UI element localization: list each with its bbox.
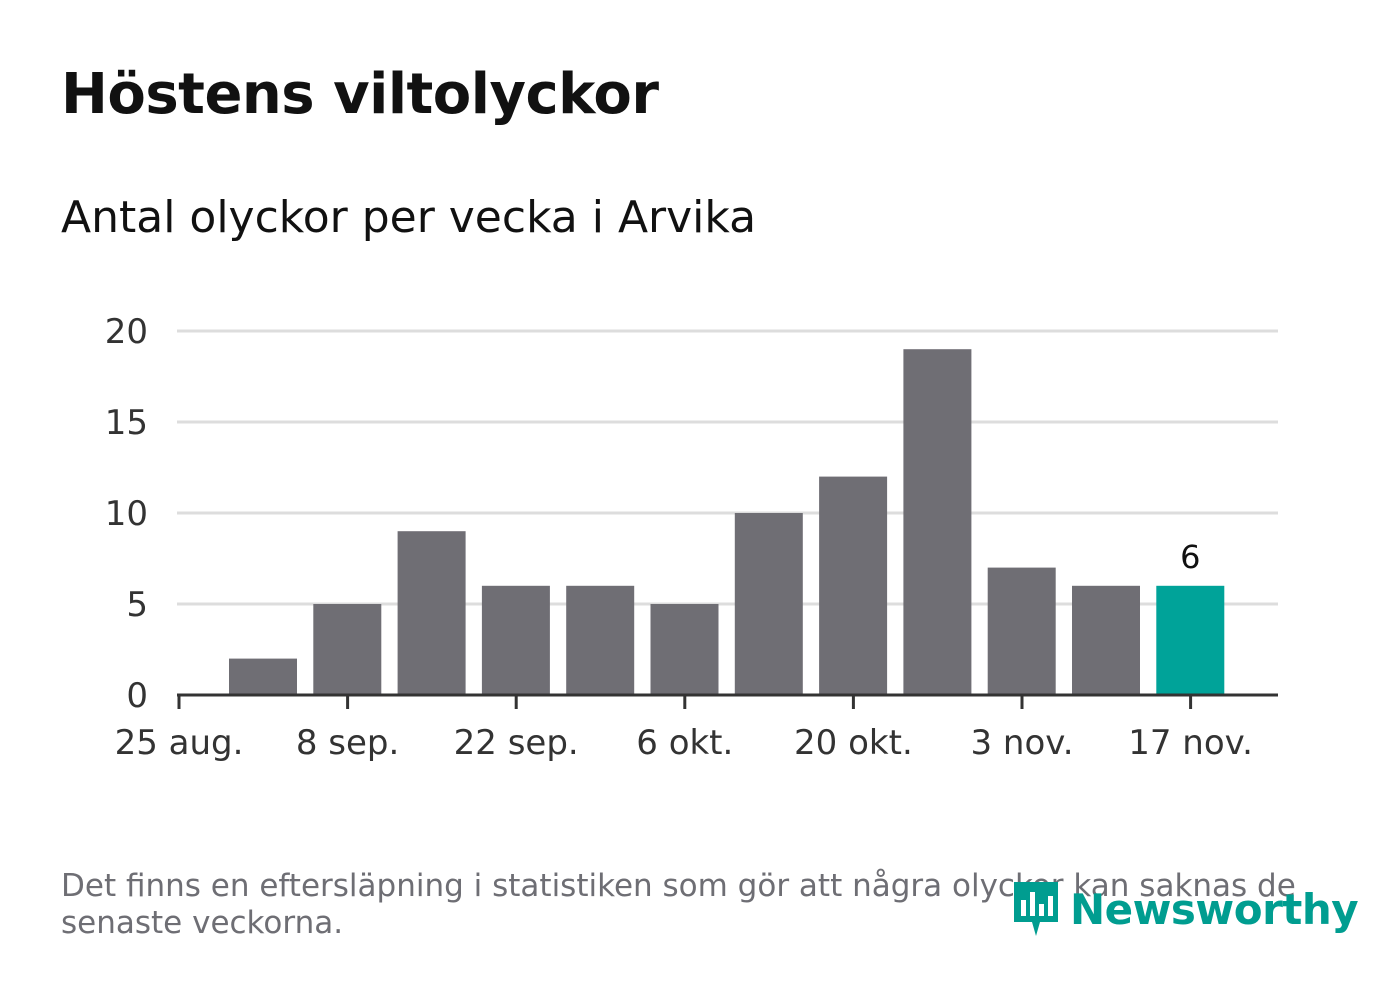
gridlines	[177, 329, 1278, 606]
x-tick-label: 3 nov.	[970, 723, 1073, 763]
y-tick-label: 15	[105, 403, 148, 443]
y-tick-label: 10	[105, 494, 148, 534]
bar	[1072, 585, 1140, 695]
x-axis-labels: 25 aug. 8 sep. 22 sep. 6 okt. 20 okt. 3 nov. 1…	[115, 723, 1253, 763]
data-label: 6	[1180, 538, 1200, 576]
x-tick-label: 8 sep.	[296, 723, 399, 763]
newsworthy-logo: Newsworthy	[1010, 878, 1359, 940]
data-labels: 6	[1180, 538, 1200, 576]
bar	[313, 604, 382, 695]
x-tick-label: 22 sep.	[454, 723, 579, 763]
newsworthy-chart-bubble-icon	[1014, 882, 1058, 936]
bar	[1156, 585, 1225, 695]
chart-subtitle: Antal olyckor per vecka i Arvika	[61, 192, 757, 243]
footnote: Det finns en eftersläpning i statistiken…	[61, 868, 1296, 941]
chart-title: Höstens viltolyckor	[61, 62, 659, 127]
bars	[229, 349, 1225, 695]
bar	[903, 349, 972, 695]
y-tick-label: 5	[126, 585, 148, 625]
y-axis-labels: 0 5 10 15 20	[105, 312, 148, 716]
y-tick-label: 20	[105, 312, 148, 352]
bar	[397, 531, 466, 695]
x-axis	[177, 693, 1278, 709]
x-tick-label: 17 nov.	[1128, 723, 1253, 763]
bar	[819, 476, 888, 695]
y-tick-label: 0	[126, 676, 148, 716]
bar	[481, 585, 550, 695]
bar	[734, 513, 803, 695]
bar	[650, 604, 719, 695]
bar	[229, 658, 297, 695]
bar	[566, 585, 635, 695]
logo-text: Newsworthy	[1070, 884, 1359, 934]
x-tick-label: 20 okt.	[794, 723, 913, 763]
x-tick-label: 6 okt.	[636, 723, 733, 763]
bar-chart: 0 5 10 15 20 25 aug. 8 sep. 22 sep. 6 okt. 20 ok…	[105, 312, 1278, 763]
bar	[987, 567, 1056, 695]
x-tick-label: 25 aug.	[115, 723, 244, 763]
